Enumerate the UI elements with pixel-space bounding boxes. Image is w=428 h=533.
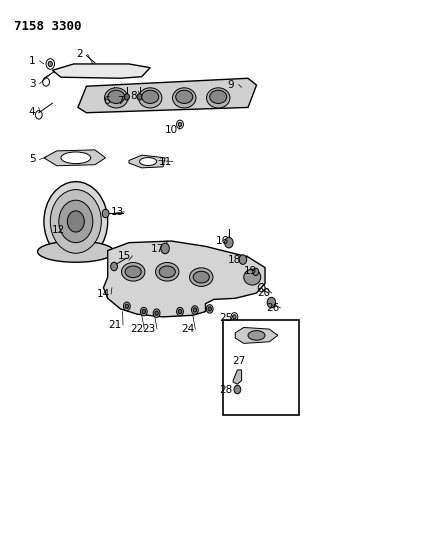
Circle shape — [102, 209, 109, 217]
Circle shape — [140, 308, 147, 316]
Circle shape — [178, 310, 181, 314]
Circle shape — [50, 190, 101, 253]
Text: 9: 9 — [228, 79, 234, 90]
Ellipse shape — [159, 266, 175, 278]
Circle shape — [155, 311, 158, 316]
Circle shape — [125, 304, 128, 309]
Ellipse shape — [61, 152, 91, 164]
Polygon shape — [233, 370, 242, 384]
Text: 26: 26 — [266, 303, 279, 313]
Text: 7158 3300: 7158 3300 — [14, 20, 82, 33]
Circle shape — [193, 308, 196, 312]
Circle shape — [234, 385, 241, 394]
Text: 4: 4 — [29, 107, 36, 117]
Text: 17: 17 — [151, 244, 164, 254]
Text: 3: 3 — [29, 78, 36, 88]
Polygon shape — [129, 155, 165, 168]
Circle shape — [124, 94, 129, 100]
Bar — [223, 319, 299, 415]
Text: 10: 10 — [165, 125, 178, 135]
Text: 5: 5 — [29, 155, 36, 164]
Polygon shape — [52, 64, 150, 78]
Text: 8: 8 — [130, 91, 137, 101]
Ellipse shape — [172, 88, 196, 108]
Circle shape — [153, 309, 160, 317]
Circle shape — [48, 61, 52, 67]
Circle shape — [191, 306, 198, 314]
Text: 27: 27 — [232, 356, 245, 366]
Ellipse shape — [38, 241, 114, 262]
Ellipse shape — [190, 268, 213, 286]
Circle shape — [233, 315, 236, 319]
Ellipse shape — [142, 90, 159, 103]
Text: 14: 14 — [97, 289, 110, 299]
Circle shape — [177, 308, 183, 316]
Text: 22: 22 — [130, 324, 143, 334]
Circle shape — [225, 237, 233, 248]
Ellipse shape — [122, 263, 145, 281]
Text: 15: 15 — [118, 251, 131, 261]
Text: 11: 11 — [158, 157, 172, 166]
Circle shape — [253, 268, 259, 276]
Ellipse shape — [193, 271, 209, 283]
Text: 21: 21 — [109, 320, 122, 330]
Text: 16: 16 — [216, 236, 229, 246]
Circle shape — [111, 262, 117, 271]
Ellipse shape — [108, 90, 125, 103]
Ellipse shape — [139, 88, 162, 108]
Text: 2: 2 — [77, 50, 83, 59]
Ellipse shape — [125, 266, 141, 278]
Text: 19: 19 — [244, 266, 257, 276]
Text: 23: 23 — [143, 324, 156, 334]
Text: 12: 12 — [52, 225, 65, 236]
Ellipse shape — [207, 88, 230, 108]
Text: 6: 6 — [104, 96, 110, 106]
Circle shape — [137, 94, 142, 100]
Ellipse shape — [155, 263, 179, 281]
Ellipse shape — [244, 269, 261, 285]
Text: 13: 13 — [110, 207, 124, 217]
Polygon shape — [104, 241, 265, 317]
Ellipse shape — [176, 90, 193, 103]
Polygon shape — [78, 78, 256, 113]
Text: 28: 28 — [219, 384, 232, 394]
Circle shape — [206, 305, 213, 313]
Circle shape — [239, 255, 247, 264]
Circle shape — [112, 94, 116, 100]
Text: 18: 18 — [228, 255, 241, 265]
Text: 1: 1 — [29, 56, 36, 66]
Polygon shape — [235, 327, 278, 343]
Text: 25: 25 — [219, 313, 232, 323]
Text: 7: 7 — [117, 96, 124, 106]
Circle shape — [161, 243, 169, 254]
Circle shape — [178, 122, 181, 126]
Circle shape — [44, 182, 108, 261]
Circle shape — [208, 307, 211, 311]
Circle shape — [59, 200, 93, 243]
Polygon shape — [44, 150, 106, 166]
Circle shape — [267, 297, 276, 308]
Circle shape — [123, 302, 130, 311]
Ellipse shape — [140, 158, 157, 165]
Text: 24: 24 — [181, 324, 194, 334]
Ellipse shape — [210, 90, 227, 103]
Ellipse shape — [104, 88, 128, 108]
Ellipse shape — [248, 330, 265, 340]
Circle shape — [67, 211, 84, 232]
Text: 20: 20 — [258, 288, 271, 298]
Circle shape — [142, 310, 146, 314]
